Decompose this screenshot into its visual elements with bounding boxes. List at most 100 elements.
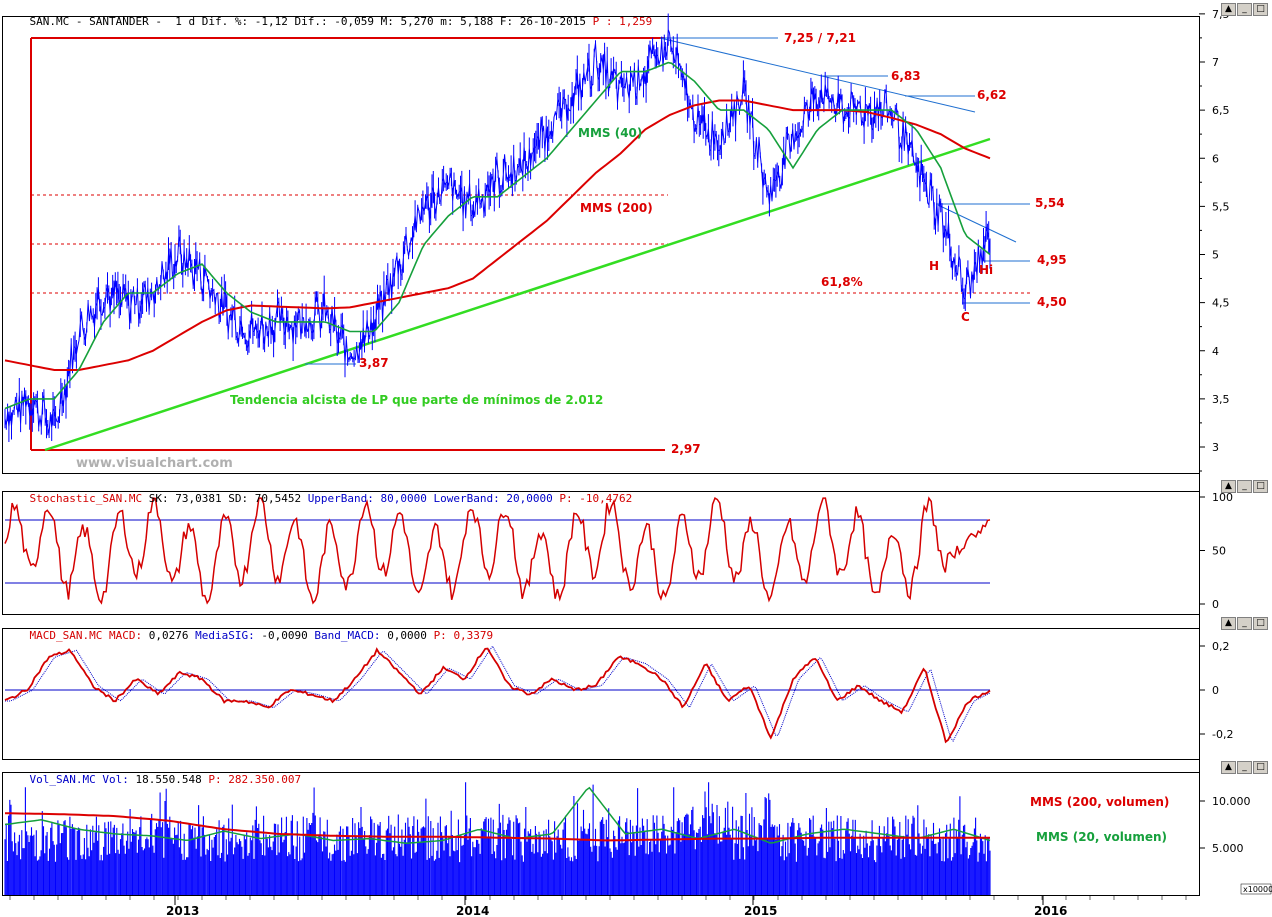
volume-panel: 10.000 5.000 MMS (200, volumen) MMS (20, … [4, 782, 1272, 895]
vol-tick-label: 10.000 [1212, 795, 1251, 808]
hdr-dif-label: Dif.: [294, 15, 328, 28]
stoch-y-axis: 100 50 0 [1199, 491, 1233, 611]
x-tick-label: 2013 [166, 904, 199, 917]
label-662: 6,62 [977, 88, 1007, 102]
stoch-header: Stochastic_SAN.MC SK: 73,0381 SD: 70,545… [3, 479, 633, 518]
price-interval: 1 d [175, 15, 196, 28]
label-h: H [929, 259, 939, 273]
stoch-tick-label: 0 [1212, 598, 1219, 611]
label-297: 2,97 [671, 442, 701, 456]
stochastic-panel: 100 50 0 [4, 491, 1233, 611]
stoch-sd-label: SD: [228, 492, 249, 505]
resistance-lines [305, 37, 1030, 365]
label-mms200: MMS (200) [580, 201, 653, 215]
dashed-levels [31, 194, 1030, 294]
hdr-max: 5,270 [400, 15, 434, 28]
label-trend: Tendencia alcista de LP que parte de mín… [230, 393, 603, 407]
stoch-scroll-up-button[interactable]: ▲ [1221, 480, 1236, 493]
price-tick-label: 5,5 [1212, 200, 1230, 213]
stoch-lb: 20,0000 [506, 492, 553, 505]
price-name: SANTANDER [89, 15, 149, 28]
macd-value: 0,0276 [148, 629, 189, 642]
panel-frames [2, 16, 1200, 896]
hdr-date: 26-10-2015 [519, 15, 586, 28]
price-tick-label: 7 [1212, 56, 1219, 69]
price-panel: 7,576,565,554,543,53 [4, 8, 1230, 472]
macd-tick-label: -0,2 [1212, 728, 1233, 741]
hdr-dif: -0,059 [334, 15, 374, 28]
price-tick-label: 5 [1212, 249, 1219, 262]
stoch-ub: 80,0000 [380, 492, 427, 505]
x-tick-label: 2014 [456, 904, 489, 917]
label-450: 4,50 [1037, 295, 1067, 309]
vol-maximize-button[interactable]: □ [1253, 761, 1268, 774]
vol-legend-20: MMS (20, volumen) [1036, 830, 1167, 844]
trend-line [44, 137, 991, 452]
hdr-min: 5,188 [460, 15, 494, 28]
price-tick-label: 4 [1212, 345, 1219, 358]
stoch-minimize-button[interactable]: _ [1237, 480, 1252, 493]
maximize-button[interactable]: □ [1253, 3, 1268, 16]
macd-sig: -0,0090 [261, 629, 308, 642]
macd-tick-label: 0,2 [1212, 640, 1230, 653]
macd-maximize-button[interactable]: □ [1253, 617, 1268, 630]
price-tick-label: 3,5 [1212, 393, 1230, 406]
scroll-up-button[interactable]: ▲ [1221, 3, 1236, 16]
volume-bars [4, 782, 991, 895]
macd-series [4, 647, 991, 744]
vol-p: 282.350.007 [228, 773, 302, 786]
x-axis: 2013 2014 2015 2016 [9, 896, 1187, 917]
label-725: 7,25 / 7,21 [784, 31, 856, 45]
price-series [4, 13, 991, 442]
vol-value: 18.550.548 [135, 773, 202, 786]
stoch-ub-label: UpperBand: [307, 492, 374, 505]
price-tick-label: 6 [1212, 152, 1219, 165]
price-header: SAN.MC - SANTANDER - 1 d Dif. %: -1,12 D… [29, 15, 653, 28]
macd-tick-label: 0 [1212, 684, 1219, 697]
vol-scroll-up-button[interactable]: ▲ [1221, 761, 1236, 774]
macd-p: 0,3379 [453, 629, 494, 642]
macd-y-axis: 0,2 0 -0,2 [1199, 640, 1233, 741]
vol-header: Vol_SAN.MC Vol: 18.550.548 P: 282.350.00… [3, 760, 302, 799]
macd-panel: 0,2 0 -0,2 [4, 640, 1233, 744]
vol-p-label: P: [208, 773, 222, 786]
stoch-window-buttons: ▲ _ □ [1221, 480, 1268, 493]
macd-window-buttons: ▲ _ □ [1221, 617, 1268, 630]
label-hi: Hi [979, 263, 993, 277]
price-tick-label: 3 [1212, 441, 1219, 454]
vol-name: Vol_SAN.MC [29, 773, 96, 786]
vol-minimize-button[interactable]: _ [1237, 761, 1252, 774]
macd-sig-label: MediaSIG: [195, 629, 255, 642]
x-tick-label: 2015 [744, 904, 777, 917]
x-tick-label: 2016 [1034, 904, 1067, 917]
volume-mms20-series [4, 786, 991, 844]
vol-multiplier: x10000 [1243, 885, 1272, 894]
macd-label: MACD: [108, 629, 143, 642]
minimize-button[interactable]: _ [1237, 3, 1252, 16]
stoch-maximize-button[interactable]: □ [1253, 480, 1268, 493]
macd-minimize-button[interactable]: _ [1237, 617, 1252, 630]
vol-y-axis: 10.000 5.000 [1199, 795, 1251, 855]
vol-tick-label: 5.000 [1212, 842, 1244, 855]
vol-window-buttons: ▲ _ □ [1221, 761, 1268, 774]
hdr-max-label: M: [380, 15, 394, 28]
volume-mms200-series [4, 812, 990, 842]
stoch-series [4, 496, 991, 605]
stoch-lb-label: LowerBand: [433, 492, 500, 505]
macd-header: MACD_SAN.MC MACD: 0,0276 MediaSIG: -0,00… [3, 616, 494, 655]
price-symbol: SAN.MC [29, 15, 70, 28]
macd-scroll-up-button[interactable]: ▲ [1221, 617, 1236, 630]
stoch-sk: 73,0381 [175, 492, 222, 505]
macd-band: 0,0000 [387, 629, 427, 642]
mms200-series [4, 99, 991, 371]
macd-band-label: Band_MACD: [314, 629, 381, 642]
stoch-p-label: P: [559, 492, 573, 505]
hdr-min-label: m: [440, 15, 454, 28]
hdr-dif-pct: -1,12 [254, 15, 288, 28]
vol-label: Vol: [102, 773, 129, 786]
label-mms40: MMS (40) [578, 126, 642, 140]
stoch-sd: 70,5452 [254, 492, 302, 505]
stoch-name: Stochastic_SAN.MC [29, 492, 143, 505]
label-683: 6,83 [891, 69, 921, 83]
